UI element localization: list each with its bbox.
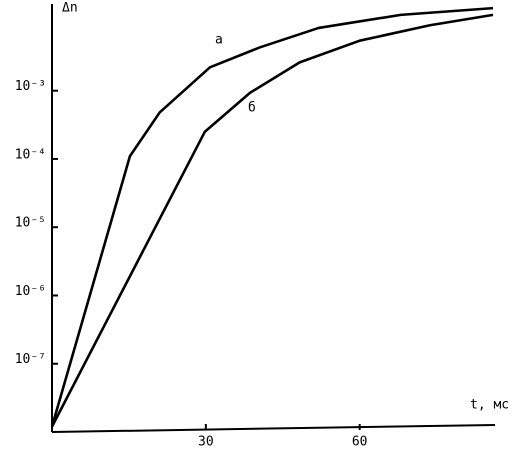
x-axis	[51, 424, 496, 433]
y-tick-label: 10⁻⁴	[15, 147, 46, 162]
x-tick-label: 60	[352, 435, 368, 450]
series-line	[50, 13, 494, 428]
series-line	[50, 6, 494, 427]
y-tick-label: 10⁻⁶	[15, 284, 46, 299]
x-tick-label: 30	[198, 435, 214, 450]
y-tick-label: 10⁻⁵	[15, 216, 46, 231]
x-axis-label: t, мс	[470, 398, 509, 413]
y-axis-label: Δn	[62, 1, 78, 16]
y-tick-label: 10⁻³	[15, 79, 46, 94]
y-tick-label: 10⁻⁷	[15, 352, 46, 367]
series-label: а	[215, 33, 223, 48]
series-label: б	[248, 101, 256, 116]
